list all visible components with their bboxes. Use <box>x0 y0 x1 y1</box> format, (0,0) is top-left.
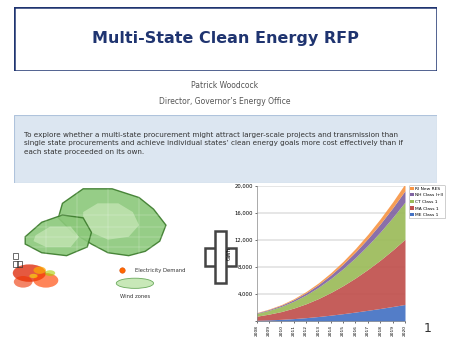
Legend: RI New RES, NH Class I+II, CT Class 1, MA Class 1, ME Class 1: RI New RES, NH Class I+II, CT Class 1, M… <box>409 186 445 218</box>
Text: Patrick Woodcock: Patrick Woodcock <box>191 81 259 90</box>
Text: Director, Governor’s Energy Office: Director, Governor’s Energy Office <box>159 97 291 106</box>
Bar <box>17 262 22 267</box>
FancyBboxPatch shape <box>14 7 436 71</box>
Polygon shape <box>25 215 91 256</box>
Bar <box>205 248 236 266</box>
Text: 1: 1 <box>424 322 432 335</box>
Polygon shape <box>33 226 79 247</box>
Text: Wind zones: Wind zones <box>120 294 150 299</box>
FancyBboxPatch shape <box>14 115 436 183</box>
Polygon shape <box>83 203 139 240</box>
Y-axis label: GWh: GWh <box>227 247 232 260</box>
Bar <box>215 231 226 283</box>
Text: Multi-State Clean Energy RFP: Multi-State Clean Energy RFP <box>91 31 359 46</box>
Bar <box>13 253 18 259</box>
Ellipse shape <box>116 278 153 288</box>
Ellipse shape <box>33 273 58 288</box>
Text: Electricity Demand: Electricity Demand <box>135 268 185 273</box>
Ellipse shape <box>13 264 46 282</box>
Polygon shape <box>58 189 166 256</box>
Ellipse shape <box>14 276 32 288</box>
Ellipse shape <box>29 274 38 278</box>
Bar <box>13 262 18 267</box>
Text: To explore whether a multi-state procurement might attract larger-scale projects: To explore whether a multi-state procure… <box>24 132 403 155</box>
Ellipse shape <box>33 267 46 274</box>
Ellipse shape <box>45 270 55 276</box>
